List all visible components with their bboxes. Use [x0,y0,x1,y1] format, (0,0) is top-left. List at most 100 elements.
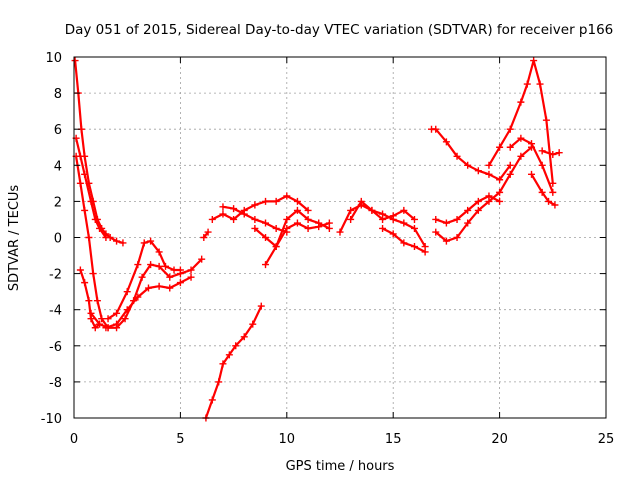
series-arc-w [538,147,563,158]
data-point-marker [76,266,84,274]
data-point-marker [389,212,397,220]
series-arc-u [506,134,557,196]
series-arc-s [432,192,504,227]
data-point-marker [144,284,152,292]
data-point-marker [496,197,504,205]
data-point-marker [545,197,553,205]
y-axis-label: SDTVAR / TECUs [7,185,22,292]
data-point-marker [453,215,461,223]
data-point-marker [442,219,450,227]
data-point-marker [283,215,291,223]
series-arc-l [251,206,333,251]
data-point-marker [528,170,536,178]
data-point-marker [517,152,525,160]
data-point-marker [325,219,333,227]
data-point-marker [208,396,216,404]
data-point-marker [283,224,291,232]
axis-ticks: 0 5 10 15 20 25 -10 -8 -6 -4 -2 0 2 4 6 8 10 [41,51,615,447]
data-point-marker [140,239,148,247]
data-point-marker [410,215,418,223]
data-point-marker [464,161,472,169]
data-point-marker [96,320,104,328]
data-point-marker [464,219,472,227]
data-point-marker [138,273,146,281]
series-line [211,194,310,221]
data-point-marker [538,161,546,169]
data-point-marker [155,248,163,256]
data-point-marker [400,206,408,214]
y-tick-label: 2 [54,195,62,210]
data-point-marker [113,237,121,245]
data-point-marker [123,288,131,296]
data-point-marker [96,224,104,232]
data-point-marker [240,210,248,218]
data-point-marker [200,234,208,241]
data-point-marker [219,360,227,368]
data-point-marker [187,266,195,274]
data-point-marker [542,116,550,124]
data-point-marker [347,206,355,214]
data-point-marker [85,297,93,305]
data-point-marker [262,219,270,227]
y-tick-label: 8 [54,87,62,102]
data-point-marker [219,203,227,211]
data-point-marker [272,243,280,251]
data-point-marker [262,261,270,269]
data-point-marker [91,215,99,223]
plot-frame [73,56,607,419]
data-point-marker [551,201,559,209]
data-point-marker [432,215,440,223]
data-point-marker [204,228,212,236]
series-arc-f [102,273,195,332]
data-point-marker [81,279,89,287]
data-point-marker [496,188,504,196]
data-point-marker [496,143,504,151]
data-point-marker [89,270,97,278]
data-point-marker [87,309,95,317]
data-point-marker [442,237,450,245]
series-arc-j [208,192,312,223]
series-arc-t [485,57,557,187]
data-point-marker [257,302,265,310]
data-point-marker [442,138,450,146]
data-point-marker [528,140,536,148]
data-point-marker [410,224,418,232]
y-tick-label: -8 [49,376,62,391]
data-point-marker [453,152,461,160]
y-tick-label: -10 [41,412,62,427]
data-point-marker [293,206,301,214]
data-point-marker [357,197,365,205]
data-point-marker [523,80,531,88]
data-point-marker [315,223,323,231]
data-point-marker [176,266,184,274]
y-tick-label: 4 [54,159,62,174]
series-arc-m [262,219,333,269]
x-tick-label: 5 [176,432,184,447]
data-point-marker [104,315,112,323]
data-point-marker [155,282,163,290]
series-arc-d [76,266,104,332]
data-point-marker [98,315,106,323]
data-point-marker [506,170,514,178]
data-point-marker [113,309,121,317]
data-point-marker [219,210,227,218]
data-point-marker [87,197,95,205]
data-point-marker [91,324,99,332]
series-arc-g [104,237,184,323]
data-point-marker [474,167,482,175]
data-point-marker [102,234,110,241]
data-point-marker [251,224,259,232]
series-arc-v [528,170,559,209]
data-point-marker [549,188,557,196]
data-point-marker [304,206,312,214]
data-point-marker [155,262,163,270]
data-point-marker [400,239,408,247]
data-point-marker [432,228,440,236]
series-arc-p [379,224,429,256]
data-point-marker [166,284,174,292]
data-point-marker [538,147,546,155]
data-point-marker [272,197,280,205]
data-point-marker [453,234,461,241]
series-arc-r [432,143,536,245]
data-point-marker [555,149,563,157]
